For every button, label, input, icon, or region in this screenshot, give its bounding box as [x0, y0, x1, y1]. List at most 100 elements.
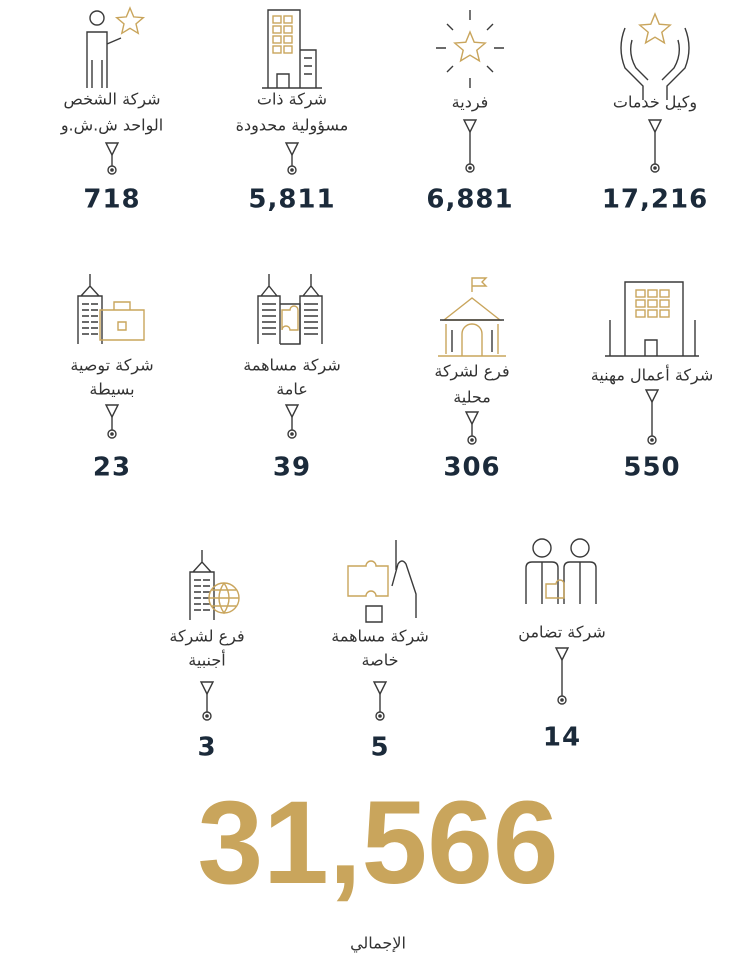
- item-label: شركة ذات: [257, 90, 327, 110]
- connector-dot-ring: [557, 695, 567, 705]
- connector-dot: [290, 432, 294, 436]
- item-label: شركة أعمال مهنية: [591, 365, 714, 386]
- item-label: فرع لشركة: [434, 362, 509, 382]
- icon-stroke: [257, 274, 281, 344]
- item-label: بسيطة: [89, 380, 134, 399]
- icon-stroke: [284, 142, 300, 157]
- item-icon: [86, 6, 146, 175]
- icon-stroke: [554, 647, 570, 662]
- item-value: 5,811: [248, 185, 335, 215]
- item-label: شركة مساهمة: [243, 356, 341, 376]
- icon-window: [272, 25, 282, 34]
- connector-dot-ring: [650, 163, 660, 173]
- icon-window: [283, 45, 293, 54]
- icon-window: [283, 35, 293, 44]
- icon-window: [272, 15, 282, 24]
- icon-stroke: [276, 73, 290, 88]
- connector-dot-ring: [202, 711, 212, 721]
- connector-dot: [470, 438, 474, 442]
- icon-stroke: [647, 119, 663, 134]
- item-icon: [436, 10, 504, 173]
- icon-window: [283, 15, 293, 24]
- connector-dot-ring: [107, 429, 117, 439]
- icon-stroke: [114, 6, 146, 35]
- connector-dot-ring: [287, 429, 297, 439]
- icon-stroke: [365, 540, 417, 623]
- icon-window: [659, 289, 670, 298]
- icon-stroke: [99, 301, 145, 341]
- item-label: شركة الشخص: [63, 90, 160, 110]
- icon-head: [570, 538, 590, 558]
- icon-stroke: [605, 281, 699, 357]
- icon-stroke: [104, 404, 120, 419]
- item-icon: [347, 540, 417, 721]
- item-label: وكيل خدمات: [613, 93, 697, 113]
- item-icon: [620, 12, 690, 173]
- icon-stroke: [438, 277, 506, 357]
- item-value: 6,881: [426, 185, 513, 215]
- item-icon: [525, 538, 597, 705]
- connector-dot: [205, 714, 209, 718]
- item-value: 5: [370, 733, 389, 763]
- item-label: مسؤولية محدودة: [236, 116, 349, 136]
- icon-window: [272, 45, 282, 54]
- icon-stroke: [281, 305, 299, 331]
- item-label: محلية: [453, 388, 491, 407]
- connector-dot: [650, 438, 654, 442]
- connector-dot: [110, 432, 114, 436]
- icon-stroke: [545, 579, 565, 599]
- icon-stroke: [284, 404, 300, 419]
- connector-dot: [290, 168, 294, 172]
- connector-dot-ring: [465, 163, 475, 173]
- connector-dot-ring: [467, 435, 477, 445]
- icon-stroke: [209, 582, 239, 615]
- item-icon: [257, 274, 323, 439]
- icon-window: [647, 309, 658, 318]
- icon-stroke: [77, 274, 103, 344]
- item-label: عامة: [276, 380, 308, 399]
- icon-stroke: [620, 27, 690, 100]
- icon-window: [659, 309, 670, 318]
- connector-dot-ring: [647, 435, 657, 445]
- item-label: شركة مساهمة: [331, 627, 429, 647]
- icon-stroke: [436, 10, 504, 88]
- icon-stroke: [262, 9, 322, 89]
- icon-stroke: [525, 561, 597, 604]
- icon-stroke: [86, 31, 122, 88]
- icon-stroke: [464, 411, 480, 426]
- item-value: 718: [83, 185, 140, 215]
- item-value: 3: [197, 733, 216, 763]
- icon-stroke: [440, 319, 504, 352]
- item-icon: [438, 277, 506, 445]
- item-value: 39: [273, 453, 311, 483]
- total-value: 31,566: [198, 777, 559, 909]
- item-label: فردية: [452, 93, 489, 113]
- icon-stroke: [644, 389, 660, 404]
- total-label: الإجمالي: [350, 934, 406, 954]
- item-label: شركة تضامن: [518, 623, 605, 643]
- connector-dot-ring: [375, 711, 385, 721]
- item-icon: [189, 550, 240, 721]
- item-label: خاصة: [362, 651, 399, 670]
- connector-dot: [560, 698, 564, 702]
- connector-dot: [468, 166, 472, 170]
- connector-dot: [653, 166, 657, 170]
- item-value: 23: [93, 453, 131, 483]
- icon-window: [635, 309, 646, 318]
- connector-dot: [110, 168, 114, 172]
- icon-window: [283, 25, 293, 34]
- item-label: شركة توصية: [70, 356, 153, 376]
- item-icon: [77, 274, 145, 439]
- item-label: الواحد ش.ش.و: [60, 116, 163, 136]
- item-value: 14: [543, 723, 581, 753]
- icon-stroke: [453, 30, 487, 63]
- icon-stroke: [304, 57, 312, 75]
- icon-window: [647, 289, 658, 298]
- icon-head: [532, 538, 552, 558]
- icon-window: [659, 299, 670, 308]
- icon-stroke: [462, 119, 478, 134]
- icon-window: [635, 299, 646, 308]
- icon-window: [272, 35, 282, 44]
